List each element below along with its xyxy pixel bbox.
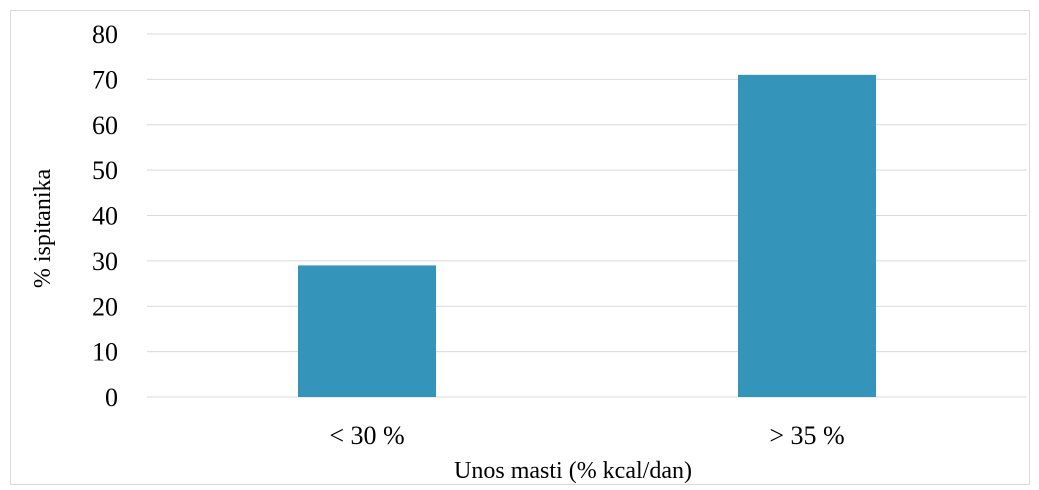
y-tick-label: 80 — [92, 20, 118, 49]
y-tick-label: 0 — [105, 383, 118, 412]
bar-2 — [738, 74, 876, 398]
x-axis-title: Unos masti (% kcal/dan) — [454, 458, 692, 484]
y-tick-label: 70 — [92, 65, 118, 94]
x-tick-label: > 35 % — [769, 421, 844, 450]
y-tick-label: 50 — [92, 156, 118, 185]
bars — [298, 74, 876, 398]
y-tick-label: 10 — [92, 338, 118, 367]
y-tick-label: 30 — [92, 247, 118, 276]
y-tick-label: 20 — [92, 292, 118, 321]
y-axis-title: % ispitanika — [30, 169, 56, 289]
gridlines — [147, 33, 1027, 398]
x-tick-label: < 30 % — [329, 421, 404, 450]
x-axis-ticks: < 30 % > 35 % — [329, 421, 844, 450]
y-tick-label: 40 — [92, 202, 118, 231]
bar-1 — [298, 265, 436, 397]
y-axis-ticks: 0 10 20 30 40 50 60 70 80 — [92, 20, 118, 412]
y-tick-label: 60 — [92, 111, 118, 140]
